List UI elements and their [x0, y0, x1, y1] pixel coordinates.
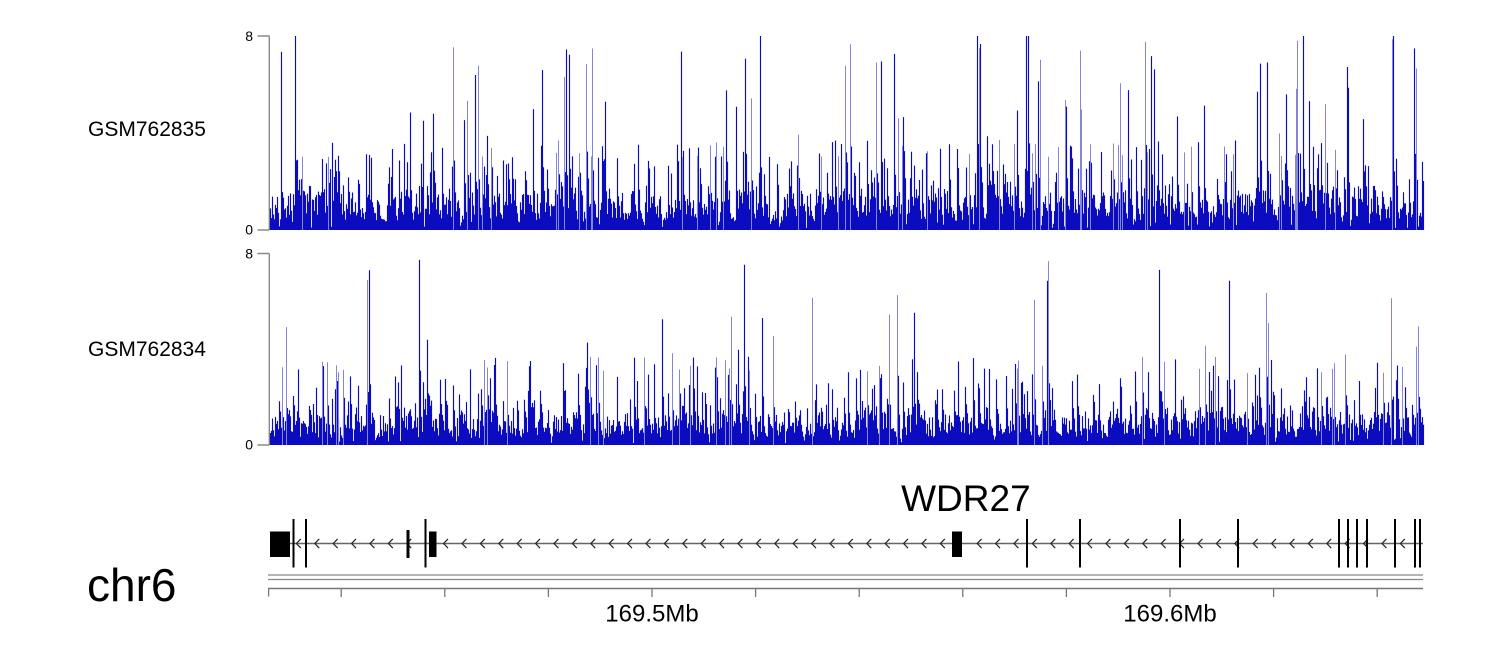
y-max-label: 8	[245, 28, 253, 44]
gene-exon-line	[1366, 519, 1368, 568]
coverage-track-gsm762835: GSM762835 8 0	[88, 28, 1425, 238]
y-min-label: 0	[245, 222, 253, 238]
chromosome-scale: 169.5Mb 169.6Mb chr6	[87, 559, 1423, 628]
y-axis	[257, 252, 270, 446]
gene-exon-line	[1414, 519, 1416, 568]
coverage-signal	[269, 36, 1425, 230]
coordinate-label: 169.5Mb	[605, 601, 698, 628]
gene-exon-box	[429, 531, 437, 557]
coverage-signal	[269, 259, 1425, 445]
coverage-signal-highlight	[302, 39, 1417, 230]
gene-exon-line	[1179, 519, 1181, 568]
gene-exon-line	[1356, 519, 1358, 568]
track-label: GSM762834	[88, 338, 206, 361]
gene-exon-line	[1394, 519, 1396, 568]
gene-exon-line	[424, 519, 427, 568]
gene-exon-box	[270, 531, 290, 557]
coverage-signal-highlight	[282, 261, 1419, 445]
gene-exon-line	[1338, 519, 1340, 568]
y-max-label: 8	[245, 246, 253, 262]
gene-exon-line	[1079, 519, 1081, 568]
gene-exon-line	[1026, 519, 1028, 568]
gene-exon-line	[1237, 519, 1239, 568]
gene-exon-line	[1419, 519, 1421, 568]
y-min-label: 0	[245, 437, 253, 453]
gene-exon-line	[1347, 519, 1349, 568]
chromosome-label: chr6	[87, 559, 176, 611]
coverage-track-gsm762834: GSM762834 8 0	[88, 246, 1425, 453]
gene-exons	[270, 519, 1421, 568]
track-label: GSM762835	[88, 118, 206, 141]
gene-exon-box	[406, 530, 410, 558]
gene-exon-line	[305, 519, 307, 568]
gene-model-track: WDR27	[270, 478, 1423, 568]
coordinate-label: 169.6Mb	[1123, 601, 1216, 628]
scale-tick-marks	[267, 588, 1378, 597]
gene-exon-line	[292, 519, 295, 568]
gene-exon-box	[952, 531, 962, 557]
gene-name-label: WDR27	[901, 478, 1031, 519]
y-axis	[257, 35, 270, 231]
